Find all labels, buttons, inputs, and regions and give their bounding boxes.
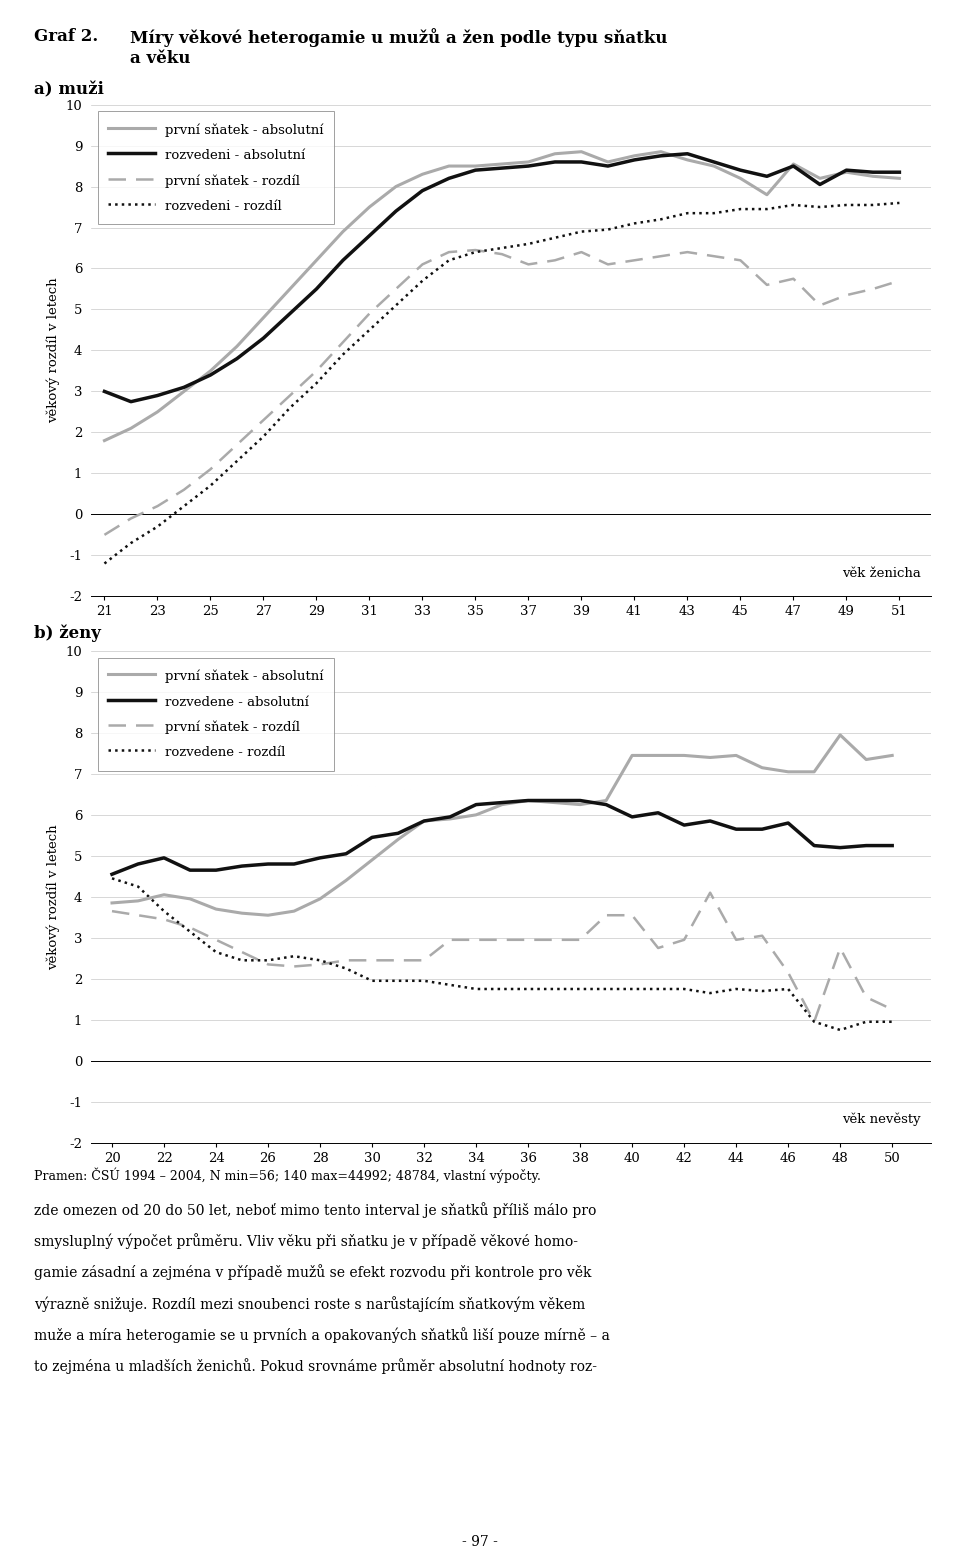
Text: muže a míra heterogamie se u prvních a opakovaných sňatků liší pouze mírně – a: muže a míra heterogamie se u prvních a o… — [34, 1327, 610, 1342]
Text: výrazně snižuje. Rozdíl mezi snoubenci roste s narůstajícím sňatkovým věkem: výrazně snižuje. Rozdíl mezi snoubenci r… — [34, 1296, 585, 1311]
Legend: první sňatek - absolutní, rozvedene - absolutní, první sňatek - rozdíl, rozveden: první sňatek - absolutní, rozvedene - ab… — [98, 657, 334, 771]
Text: smysluplný výpočet průměru. Vliv věku při sňatku je v případě věkové homo-: smysluplný výpočet průměru. Vliv věku př… — [34, 1233, 578, 1249]
Text: a) muži: a) muži — [34, 81, 104, 98]
Y-axis label: věkový rozdíl v letech: věkový rozdíl v letech — [46, 824, 60, 969]
Text: zde omezen od 20 do 50 let, neboť mimo tento interval je sňatků příliš málo pro: zde omezen od 20 do 50 let, neboť mimo t… — [34, 1202, 596, 1218]
Text: věk ženicha: věk ženicha — [842, 567, 921, 581]
Legend: první sňatek - absolutní, rozvedeni - absolutní, první sňatek - rozdíl, rozveden: první sňatek - absolutní, rozvedeni - ab… — [98, 111, 334, 225]
Text: gamie zásadní a zejména v případě mužů se efekt rozvodu při kontrole pro věk: gamie zásadní a zejména v případě mužů s… — [34, 1264, 591, 1280]
Text: Graf 2.: Graf 2. — [34, 28, 98, 45]
Text: věk nevěsty: věk nevěsty — [842, 1113, 921, 1127]
Y-axis label: věkový rozdíl v letech: věkový rozdíl v letech — [46, 278, 60, 423]
Text: to zejména u mladších ženichů. Pokud srovnáme průměr absolutní hodnoty roz-: to zejména u mladších ženichů. Pokud sro… — [34, 1358, 596, 1374]
Text: b) ženy: b) ženy — [34, 624, 101, 642]
Text: - 97 -: - 97 - — [462, 1534, 498, 1549]
Text: Míry věkové heterogamie u mužů a žen podle typu sňatku: Míry věkové heterogamie u mužů a žen pod… — [130, 28, 667, 47]
Text: a věku: a věku — [130, 50, 190, 67]
Text: Pramen: ČSÚ 1994 – 2004, N min=56; 140 max=44992; 48784, vlastní výpočty.: Pramen: ČSÚ 1994 – 2004, N min=56; 140 m… — [34, 1168, 540, 1183]
